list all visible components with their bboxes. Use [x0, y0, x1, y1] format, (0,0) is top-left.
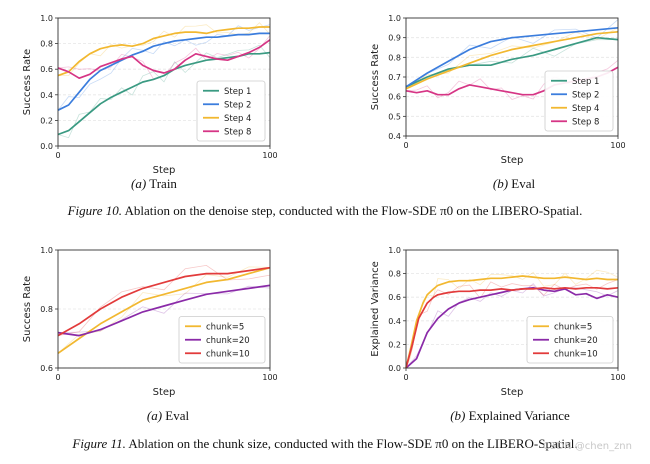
series-line-chunk-20	[57, 284, 271, 337]
y-axis-label: Success Rate	[22, 49, 33, 115]
legend-entry: Step 4	[572, 104, 599, 114]
y-tick-label: 0.4	[388, 132, 401, 141]
legend-entry: Step 4	[224, 114, 251, 124]
watermark: CSDN @chen_znn	[543, 441, 632, 452]
legend-entry: chunk=5	[206, 322, 244, 332]
y-tick-label: 1.0	[40, 246, 53, 255]
series-raw-step-4	[58, 22, 271, 76]
legend-entry: chunk=10	[206, 349, 250, 359]
y-tick-label: 1.0	[388, 14, 401, 23]
legend-entry: chunk=5	[554, 322, 592, 332]
legend-entry: chunk=20	[206, 336, 250, 346]
series-line-chunk-10	[405, 286, 619, 369]
series-raw-chunk-10	[57, 264, 271, 336]
y-axis-label: Success Rate	[370, 44, 381, 110]
x-tick-label: 0	[403, 373, 408, 382]
figure-11-caption: Figure 11. Ablation on the chunk size, c…	[0, 436, 650, 452]
series-line-chunk-10	[57, 266, 271, 337]
y-tick-label: 0.9	[388, 34, 401, 43]
figure-11-label: Figure 11.	[72, 436, 126, 451]
legend-entry: chunk=20	[554, 336, 598, 346]
figure-10-label: Figure 10.	[67, 203, 122, 218]
subcaption-eval-chunk: (a) Eval	[146, 408, 190, 423]
x-tick-label: 0	[403, 141, 408, 150]
y-tick-label: 0.8	[388, 270, 401, 279]
chart-train-step: 0.0 0.2 0.4 0.6 0.8 1.0 0 100 Step Success Rate St…	[22, 14, 278, 176]
y-tick-label: 0.8	[388, 53, 401, 62]
legend-entry: Step 1	[572, 77, 599, 87]
y-tick-label: 0.7	[388, 73, 401, 82]
y-tick-label: 0.4	[40, 91, 53, 100]
legend-box	[178, 316, 266, 364]
legend-entry: Step 2	[224, 100, 251, 110]
legend: Step 1 Step 2 Step 4 Step 8	[544, 70, 614, 132]
chart-explained-variance: 0.0 0.2 0.4 0.6 0.8 1.0 0 100 Step Explained Vari…	[370, 246, 626, 398]
x-tick-label: 0	[55, 373, 60, 382]
legend-box	[544, 70, 614, 132]
x-axis-label: Step	[501, 387, 524, 398]
x-tick-label: 100	[262, 151, 277, 160]
figure-10-caption: Figure 10. Ablation on the denoise step,…	[0, 203, 650, 219]
legend: chunk=5 chunk=20 chunk=10	[178, 316, 266, 364]
legend: Step 1 Step 2 Step 4 Step 8	[196, 80, 266, 142]
legend-entry: Step 8	[224, 127, 251, 137]
legend-entry: Step 1	[224, 87, 251, 97]
y-tick-label: 0.2	[40, 116, 53, 125]
series-line-step-4	[57, 26, 270, 77]
y-tick-label: 0.8	[40, 305, 53, 314]
x-tick-label: 100	[610, 141, 625, 150]
series-raw-chunk-10	[405, 279, 619, 369]
x-tick-label: 100	[262, 373, 277, 382]
legend: chunk=5 chunk=20 chunk=10	[526, 316, 614, 364]
y-tick-label: 0.6	[388, 93, 401, 102]
y-tick-label: 0.6	[40, 364, 53, 373]
x-tick-label: 100	[610, 373, 625, 382]
legend-entry: chunk=10	[554, 349, 598, 359]
y-tick-label: 0.8	[40, 40, 53, 49]
x-axis-label: Step	[501, 155, 524, 166]
series-line-step-2	[405, 26, 619, 88]
series-line-chunk-5	[405, 275, 618, 369]
plot-frame	[57, 17, 271, 147]
series-line-chunk-5	[57, 266, 271, 354]
series-line-step-2	[57, 32, 270, 111]
y-tick-label: 0.4	[388, 317, 401, 326]
plot-frame	[405, 249, 619, 369]
plot-frame	[405, 17, 619, 137]
legend-entry: Step 2	[572, 90, 599, 100]
plot-frame	[57, 249, 271, 369]
figure-11-text: Ablation on the chunk size, conducted wi…	[128, 436, 578, 451]
y-axis-label: Success Rate	[22, 276, 33, 342]
y-tick-label: 1.0	[40, 14, 53, 23]
x-axis-label: Step	[153, 387, 176, 398]
y-tick-label: 0.0	[388, 364, 401, 373]
series-line-step-1	[405, 36, 619, 88]
y-tick-label: 0.5	[388, 112, 401, 121]
y-tick-label: 0.0	[40, 142, 53, 151]
series-raw-step-2	[405, 19, 619, 88]
y-tick-label: 1.0	[388, 246, 401, 255]
y-tick-label: 0.6	[40, 65, 53, 74]
legend-box	[196, 80, 266, 142]
series-line-step-8	[57, 39, 271, 80]
legend-box	[526, 316, 614, 364]
chart-eval-step: 0.4 0.5 0.6 0.7 0.8 0.9 1.0 0 100 Step Success Rat…	[370, 14, 626, 166]
subcaption-eval: (b) Eval	[492, 176, 536, 191]
x-axis-label: Step	[153, 165, 176, 176]
series-line-step-4	[405, 30, 619, 90]
series-raw-step-1	[57, 44, 271, 139]
legend-entry: Step 8	[572, 117, 599, 127]
y-tick-label: 0.6	[388, 293, 401, 302]
subcaption-train: (a) Train	[131, 176, 177, 191]
x-tick-label: 0	[55, 151, 60, 160]
y-tick-label: 0.2	[388, 340, 401, 349]
y-axis-label: Explained Variance	[370, 261, 381, 356]
figure-10-text: Ablation on the denoise step, conducted …	[124, 203, 583, 218]
subcaption-explained-variance: (b) Explained Variance	[450, 408, 570, 423]
